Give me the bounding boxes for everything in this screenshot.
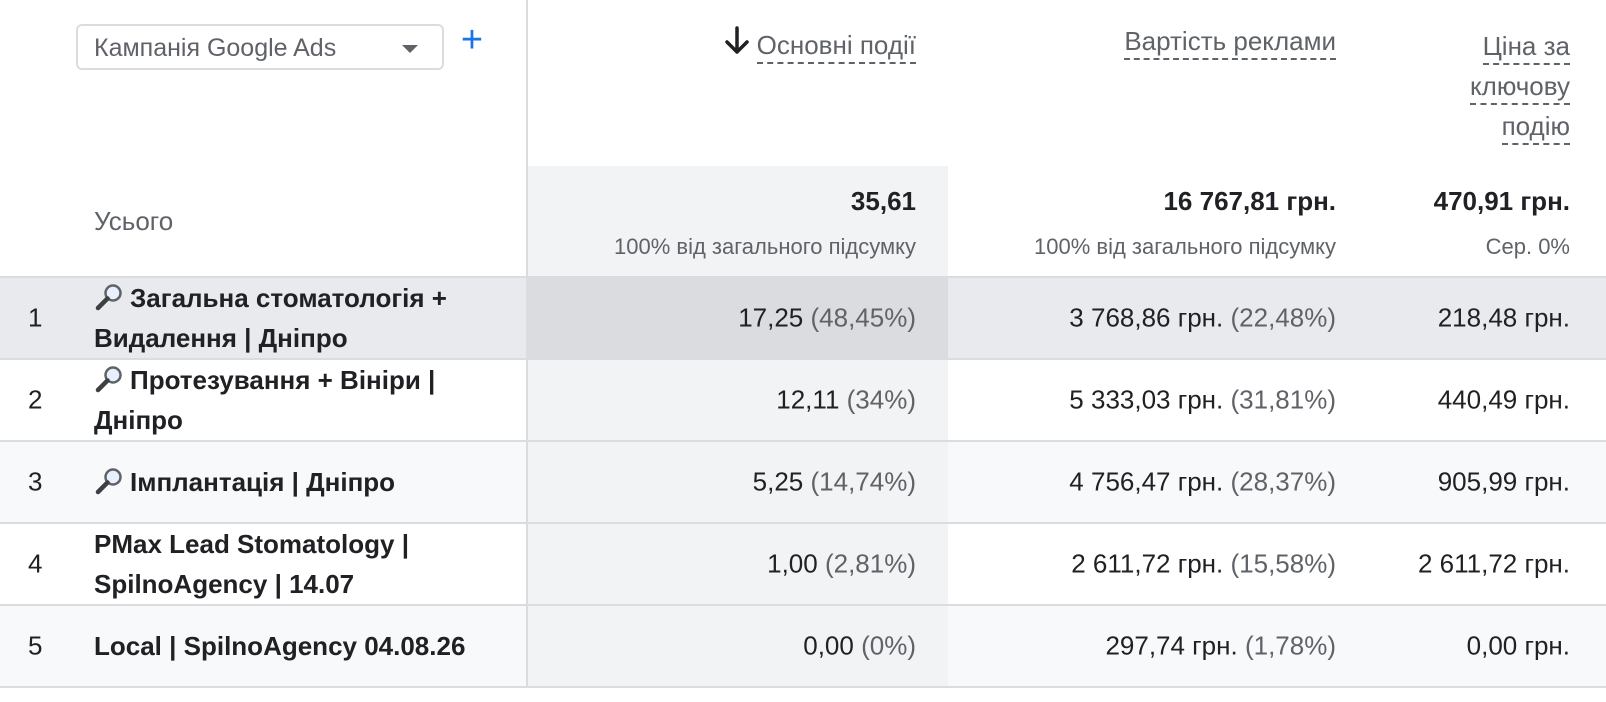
add-dimension-button[interactable]: + (460, 19, 484, 61)
dimension-selector[interactable]: Кампанія Google Ads (76, 24, 444, 70)
ad-cost-cell: 3 768,86 грн. (22,48%) (960, 303, 1336, 334)
row-number: 3 (28, 466, 43, 497)
sorted-cell-background (528, 606, 948, 686)
caret-down-icon (402, 45, 418, 53)
ad-cost-value: 5 333,03 грн. (1069, 384, 1224, 415)
cost-per-key-event-cell: 218,48 грн. (1437, 302, 1570, 333)
ad-cost-cell: 2 611,72 грн. (15,58%) (960, 549, 1336, 580)
campaign-name-text: PMax Lead Stomatology | SpilnoAgency | 1… (94, 529, 409, 599)
campaign-name-text: Загальна стоматологія + Видалення | Дніп… (94, 283, 447, 353)
key-events-value: 0,00 (803, 630, 854, 661)
cost-per-key-event-cell: 2 611,72 грн. (1417, 548, 1570, 579)
column-header-cost-per-key-event[interactable]: Ціна за ключову подію (1380, 26, 1570, 146)
totals-key-events-sub: 100% від загального підсумку (614, 234, 916, 259)
column-divider (526, 0, 528, 688)
campaign-name[interactable]: Local | SpilnoAgency 04.08.26 (94, 626, 514, 666)
key-events-label: Основні події (756, 30, 916, 64)
row-divider (0, 604, 1606, 606)
totals-label: Усього (94, 206, 174, 236)
ad-cost-percent: (31,81%) (1230, 384, 1337, 415)
campaign-name-text: Протезування + Вініри | Дніпро (94, 365, 436, 435)
sorted-cell-background (528, 524, 948, 604)
row-divider (0, 358, 1606, 360)
sorted-cell-background (528, 442, 948, 522)
key-events-cell: 0,00 (0%) (540, 631, 916, 662)
search-campaign-icon (94, 466, 124, 495)
key-events-percent: (34%) (846, 384, 916, 415)
totals-cost-per-key-event: 470,91 грн. (1433, 186, 1570, 216)
ad-cost-cell: 5 333,03 грн. (31,81%) (960, 385, 1336, 416)
key-events-percent: (0%) (861, 630, 916, 661)
campaign-name[interactable]: Імплантація | Дніпро (94, 462, 514, 502)
key-events-percent: (14,74%) (810, 466, 917, 497)
totals-key-events: 35,61 (850, 186, 916, 216)
row-number: 5 (28, 630, 43, 661)
row-divider (0, 522, 1606, 524)
sorted-cell-background (528, 360, 948, 440)
column-header-key-events[interactable]: Основні події (620, 26, 916, 64)
key-events-cell: 5,25 (14,74%) (540, 467, 916, 498)
row-number: 2 (28, 384, 43, 415)
ad-cost-value: 297,74 грн. (1105, 630, 1238, 661)
totals-cost-per-key-event-sub: Сер. 0% (1485, 234, 1570, 259)
key-events-cell: 12,11 (34%) (540, 385, 916, 416)
ad-cost-percent: (28,37%) (1230, 466, 1337, 497)
ad-cost-label: Вартість реклами (1124, 26, 1336, 60)
key-events-cell: 1,00 (2,81%) (540, 549, 916, 580)
totals-ad-cost: 16 767,81 грн. (1163, 186, 1336, 216)
ad-cost-percent: (22,48%) (1230, 302, 1337, 333)
cost-per-key-event-cell: 440,49 грн. (1437, 384, 1570, 415)
cost-per-key-event-cell: 0,00 грн. (1466, 630, 1570, 661)
table-row[interactable]: 1 Загальна стоматологія + Видалення | Дні… (0, 278, 1606, 360)
cost-per-key-event-cell: 905,99 грн. (1437, 466, 1570, 497)
dimension-selector-label: Кампанія Google Ads (94, 34, 337, 62)
ad-cost-value: 3 768,86 грн. (1069, 302, 1224, 333)
totals-ad-cost-sub: 100% від загального підсумку (1034, 234, 1336, 259)
column-header-ad-cost[interactable]: Вартість реклами (1000, 26, 1336, 60)
ad-cost-value: 4 756,47 грн. (1069, 466, 1224, 497)
key-events-value: 17,25 (738, 302, 804, 333)
key-events-value: 1,00 (767, 548, 818, 579)
key-events-value: 12,11 (776, 384, 840, 415)
cost-per-key-event-line3: подію (1501, 111, 1570, 145)
campaign-name-text: Local | SpilnoAgency 04.08.26 (94, 631, 466, 661)
search-campaign-icon (94, 282, 124, 311)
campaign-name[interactable]: Загальна стоматологія + Видалення | Дніп… (94, 278, 514, 358)
table-row[interactable]: 5 Local | SpilnoAgency 04.08.26 0,00 (0%) 2… (0, 606, 1606, 688)
table-row[interactable]: 3 Імплантація | Дніпро 5,25 (14,74%) 4 756,… (0, 442, 1606, 524)
row-divider (0, 440, 1606, 442)
key-events-cell: 17,25 (48,45%) (540, 303, 916, 334)
totals-divider (0, 276, 1606, 278)
table-row[interactable]: 4 PMax Lead Stomatology | SpilnoAgency | … (0, 524, 1606, 606)
campaign-name-text: Імплантація | Дніпро (130, 467, 396, 497)
sorted-cell-background (528, 278, 948, 358)
sort-descending-icon (724, 26, 749, 63)
cost-per-key-event-line1: Ціна за (1482, 31, 1570, 65)
ad-cost-cell: 297,74 грн. (1,78%) (960, 631, 1336, 662)
campaign-name[interactable]: Протезування + Вініри | Дніпро (94, 360, 514, 440)
key-events-value: 5,25 (752, 466, 804, 497)
row-number: 4 (28, 548, 43, 579)
key-events-percent: (48,45%) (810, 302, 917, 333)
row-divider (0, 686, 1606, 688)
ad-cost-cell: 4 756,47 грн. (28,37%) (960, 467, 1336, 498)
table-row[interactable]: 2 Протезування + Вініри | Дніпро 12,11 (34… (0, 360, 1606, 442)
ad-cost-percent: (15,58%) (1230, 548, 1337, 579)
cost-per-key-event-line2: ключову (1469, 71, 1570, 105)
search-campaign-icon (94, 364, 124, 393)
row-number: 1 (28, 302, 43, 333)
ad-cost-percent: (1,78%) (1244, 630, 1336, 661)
ad-cost-value: 2 611,72 грн. (1071, 548, 1224, 579)
campaign-name[interactable]: PMax Lead Stomatology | SpilnoAgency | 1… (94, 524, 514, 604)
key-events-percent: (2,81%) (824, 548, 916, 579)
